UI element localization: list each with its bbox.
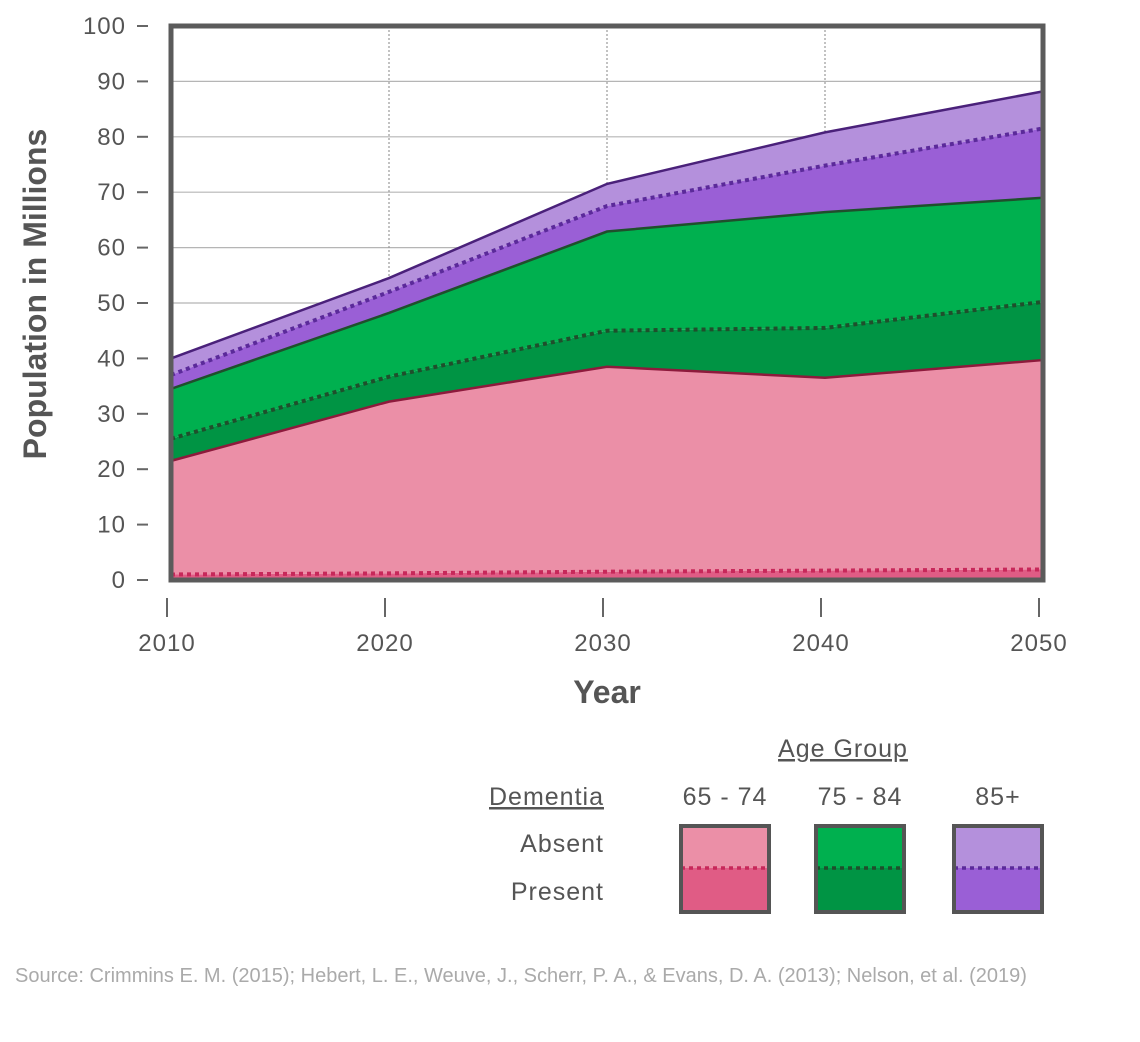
y-tick-label-60: 60	[97, 235, 126, 262]
y-tick-label-30: 30	[97, 401, 126, 428]
legend-swatch-absent-75-84	[816, 826, 904, 868]
x-axis: 2010 2020 2030 2040 2050	[138, 598, 1067, 657]
area-65-74-present	[171, 569, 1043, 580]
legend-row-present: Present	[511, 878, 604, 906]
x-tick-label-2010: 2010	[138, 630, 195, 657]
divider-dotted-85	[170, 126, 1044, 377]
legend-swatch-present-65-74	[681, 868, 769, 912]
source-citation: Source: Crimmins E. M. (2015); Hebert, L…	[15, 965, 1027, 987]
legend-group-label-65-74: 65 - 74	[683, 783, 768, 811]
area-85-absent	[171, 91, 1043, 376]
y-tick-label-50: 50	[97, 290, 126, 317]
divider-dotted-65-74	[170, 567, 1044, 577]
y-axis-title: Population in Millions	[17, 129, 53, 460]
legend-swatch-present-75-84	[816, 868, 904, 912]
y-axis: 0 10 20 30 40 50 60 70 80 90 100	[83, 13, 148, 594]
x-tick-label-2040: 2040	[792, 630, 849, 657]
plot-frame	[168, 23, 1046, 583]
x-tick-label-2050: 2050	[1010, 630, 1067, 657]
area-65-74-absent	[171, 360, 1043, 575]
area-85-present	[171, 128, 1043, 389]
legend-swatch-present-85	[954, 868, 1042, 912]
legend-swatch-border-75-84	[814, 824, 906, 914]
x-axis-title: Year	[573, 674, 641, 710]
legend-row-absent: Absent	[520, 830, 604, 858]
area-75-84-absent	[171, 197, 1043, 439]
y-tick-label-70: 70	[97, 179, 126, 206]
legend-swatch-border-85	[952, 824, 1044, 914]
y-tick-label-80: 80	[97, 124, 126, 151]
present-absent-divider-lines	[170, 126, 1044, 577]
x-tick-label-2020: 2020	[356, 630, 413, 657]
legend-swatch-absent-85	[954, 826, 1042, 868]
area-75-84-present	[171, 301, 1043, 461]
divider-dotted-75-84	[170, 299, 1044, 441]
legend-group-label-75-84: 75 - 84	[818, 783, 903, 811]
legend-swatch-absent-65-74	[681, 826, 769, 868]
area-series	[171, 91, 1043, 580]
y-tick-label-90: 90	[97, 68, 126, 95]
legend-swatch-border-65-74	[679, 824, 771, 914]
group-outlines	[170, 90, 1044, 463]
outline-top-75-84	[170, 196, 1044, 391]
y-tick-label-10: 10	[97, 512, 126, 539]
legend-title: Age Group	[778, 735, 908, 763]
outline-top-85	[170, 90, 1044, 360]
y-tick-label-0: 0	[112, 567, 126, 594]
outline-top-65-74	[170, 358, 1044, 463]
x-tick-label-2030: 2030	[574, 630, 631, 657]
y-tick-label-20: 20	[97, 456, 126, 483]
legend: Age Group Dementia Absent Present 65 - 74 75 …	[489, 735, 1044, 914]
legend-group-label-85: 85+	[975, 783, 1020, 811]
y-tick-label-40: 40	[97, 345, 126, 372]
legend-row-header: Dementia	[489, 783, 604, 811]
y-tick-label-100: 100	[83, 13, 126, 40]
